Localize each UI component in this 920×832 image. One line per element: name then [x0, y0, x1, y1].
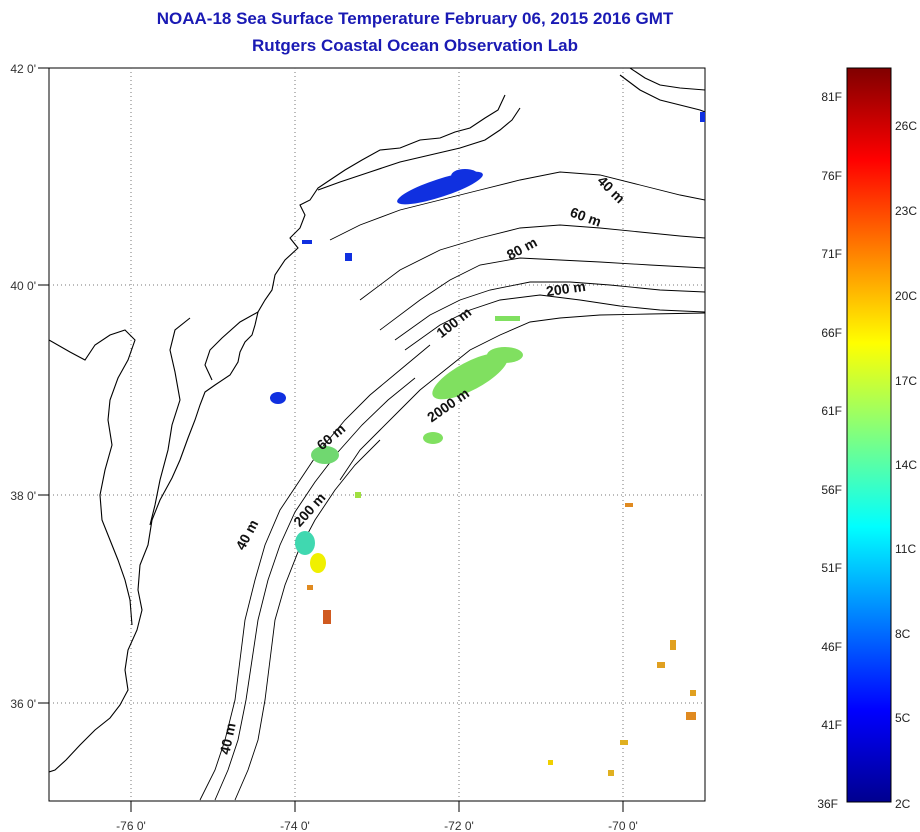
contour-40m-north	[329, 171, 705, 241]
contour-60m	[359, 224, 705, 301]
sst-patch-orange-6	[670, 640, 676, 650]
sst-patch-ny-bight	[302, 240, 312, 244]
colorbar-f-label: 71F	[821, 247, 842, 261]
lat-tick-label: 42 0'	[10, 62, 36, 76]
colorbar-f-label: 41F	[821, 718, 842, 732]
bathymetry-contours	[199, 171, 705, 801]
contour-100m	[394, 281, 705, 341]
colorbar-f-label: 66F	[821, 326, 842, 340]
sst-patch-slope	[495, 316, 520, 321]
sst-patch-raritan	[345, 253, 352, 261]
colorbar-f-label: 56F	[821, 483, 842, 497]
coastline	[49, 68, 705, 773]
colorbar-c-label: 14C	[895, 458, 917, 472]
contour-2000m	[339, 312, 705, 481]
colorbar: 81F 76F 71F 66F 61F 56F 51F 46F 41F 36F …	[817, 67, 917, 811]
colorbar-f-label: 51F	[821, 561, 842, 575]
colorbar-c-label: 2C	[895, 797, 911, 811]
sst-patch-sound-east	[451, 169, 479, 183]
colorbar-c-label: 8C	[895, 627, 911, 641]
sst-patch-cape-cod	[700, 112, 705, 122]
sst-patch-orange-1	[307, 585, 313, 590]
colorbar-f-label: 61F	[821, 404, 842, 418]
colorbar-f-labels: 81F 76F 71F 66F 61F 56F 51F 46F 41F 36F	[817, 90, 842, 811]
sst-patch-orange-3	[625, 503, 633, 507]
sst-patch-orange-9	[690, 690, 696, 696]
sst-patches	[270, 112, 705, 776]
colorbar-f-label: 36F	[817, 797, 838, 811]
contour-80m	[379, 257, 705, 331]
map-tick-labels: -76 0' -74 0' -72 0' -70 0' 42 0' 40 0' …	[10, 62, 637, 832]
map-panel: 40 m 60 m 80 m 200 m 100 m 2000 m 60 m 2…	[10, 62, 706, 832]
coastline-chesapeake-east	[149, 317, 191, 526]
sst-patch-gulf-stream-main	[432, 352, 508, 400]
colorbar-f-label: 46F	[821, 640, 842, 654]
sst-patch-gulf-stream-north	[487, 347, 523, 363]
colorbar-f-label: 76F	[821, 169, 842, 183]
sst-patch-orange-2	[323, 610, 331, 624]
lat-tick-label: 36 0'	[10, 697, 36, 711]
contour-label: 40 m	[216, 721, 238, 756]
colorbar-c-label: 17C	[895, 374, 917, 388]
coastline-main	[49, 94, 506, 773]
sst-patch-orange-7	[608, 770, 614, 776]
colorbar-c-label: 20C	[895, 289, 917, 303]
sst-patch-gulf-stream-south	[423, 432, 443, 444]
lon-tick-label: -74 0'	[280, 819, 310, 832]
map-grid	[49, 68, 705, 801]
coastline-chesapeake-west	[49, 329, 136, 626]
colorbar-c-label: 23C	[895, 204, 917, 218]
sst-patch-virginia-yellow	[310, 553, 326, 573]
sst-patch-yellow-small	[548, 760, 553, 765]
lon-tick-label: -76 0'	[116, 819, 146, 832]
contour-shelf-south-1	[199, 344, 431, 801]
coastline-cape-cod	[619, 74, 705, 113]
colorbar-f-label: 81F	[821, 90, 842, 104]
colorbar-c-labels: 26C 23C 20C 17C 14C 11C 8C 5C 2C	[895, 119, 917, 811]
sst-patch-delaware-bay	[270, 392, 286, 404]
colorbar-c-label: 5C	[895, 711, 911, 725]
colorbar-gradient	[846, 67, 892, 803]
colorbar-c-label: 26C	[895, 119, 917, 133]
sst-patch-shelf-break	[311, 446, 339, 464]
contour-shelf-south-3	[234, 439, 381, 801]
contour-label: 200 m	[545, 278, 587, 299]
map-title: NOAA-18 Sea Surface Temperature February…	[156, 9, 674, 28]
coastline-maine	[629, 68, 705, 91]
sst-patch-orange-8	[620, 740, 628, 745]
sst-patch-virginia-teal	[295, 531, 315, 555]
colorbar-c-label: 11C	[895, 542, 916, 556]
sst-patch-small-green	[355, 492, 361, 498]
sst-patch-orange-4	[686, 712, 696, 720]
lat-tick-label: 40 0'	[10, 279, 36, 293]
map-frame	[48, 67, 706, 802]
map-subtitle: Rutgers Coastal Ocean Observation Lab	[252, 36, 578, 55]
coastline-long-island	[317, 107, 521, 191]
lon-tick-label: -72 0'	[444, 819, 474, 832]
coastline-delaware-bay	[204, 311, 259, 381]
lon-tick-label: -70 0'	[608, 819, 638, 832]
map-ticks	[38, 67, 624, 812]
contour-200m	[404, 294, 705, 351]
sst-patch-orange-5	[657, 662, 665, 668]
contour-shelf-south-2	[214, 377, 416, 801]
lat-tick-label: 38 0'	[10, 489, 36, 503]
